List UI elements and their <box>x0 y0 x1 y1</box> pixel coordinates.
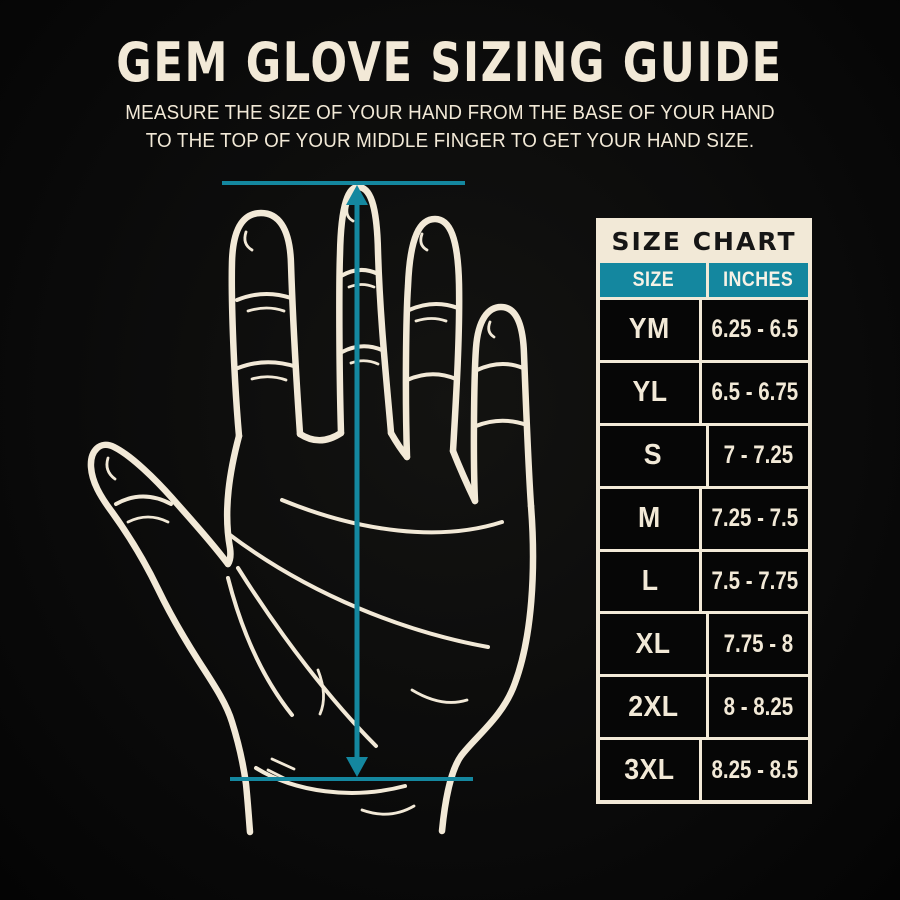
table-row: YL 6.5 - 6.75 <box>600 362 808 423</box>
arrowhead-down-icon <box>346 757 368 777</box>
size-cell: L <box>600 551 700 612</box>
inches-cell: 7.5 - 7.75 <box>702 551 808 612</box>
size-cell: YM <box>600 300 700 360</box>
table-row: 3XL 8.25 - 8.5 <box>600 740 808 800</box>
subtitle: MEASURE THE SIZE OF YOUR HAND FROM THE B… <box>0 99 900 155</box>
subtitle-line-2: TO THE TOP OF YOUR MIDDLE FINGER TO GET … <box>145 130 755 152</box>
page-title: GEM GLOVE SIZING GUIDE <box>116 31 784 94</box>
table-row: M 7.25 - 7.5 <box>600 488 808 549</box>
inches-cell: 7.25 - 7.5 <box>702 488 808 549</box>
hand-detail-creases <box>105 202 529 816</box>
size-chart-header-row: SIZE INCHES <box>600 263 808 297</box>
table-row: L 7.5 - 7.75 <box>600 551 808 612</box>
arrowhead-up-icon <box>346 185 368 205</box>
size-cell: YL <box>600 362 700 423</box>
table-row: YM 6.25 - 6.5 <box>600 300 808 360</box>
inches-cell: 7 - 7.25 <box>709 425 808 486</box>
size-chart-title: SIZE CHART <box>600 222 808 260</box>
size-cell: M <box>600 488 700 549</box>
measurement-overlay <box>222 181 473 781</box>
subtitle-line-1: MEASURE THE SIZE OF YOUR HAND FROM THE B… <box>125 102 775 124</box>
table-row: 2XL 8 - 8.25 <box>600 677 808 738</box>
hand-measurement-diagram: BASE OF HAND <box>60 170 580 870</box>
header: GEM GLOVE SIZING GUIDE MEASURE THE SIZE … <box>0 0 900 155</box>
size-cell: S <box>600 425 706 486</box>
inches-cell: 7.75 - 8 <box>709 614 808 675</box>
column-header-size: SIZE <box>600 263 706 297</box>
column-header-inches: INCHES <box>709 263 808 297</box>
table-row: XL 7.75 - 8 <box>600 614 808 675</box>
inches-cell: 8 - 8.25 <box>709 677 808 738</box>
table-row: S 7 - 7.25 <box>600 425 808 486</box>
hand-illustration <box>87 181 537 836</box>
inches-cell: 6.5 - 6.75 <box>702 362 808 423</box>
size-cell: 2XL <box>600 677 706 738</box>
inches-cell: 6.25 - 6.5 <box>702 300 808 360</box>
size-chart-table: SIZE CHART SIZE INCHES YM 6.25 - 6.5 YL … <box>596 218 812 804</box>
size-cell: XL <box>600 614 706 675</box>
inches-cell: 8.25 - 8.5 <box>702 740 808 800</box>
size-cell: 3XL <box>600 740 700 800</box>
